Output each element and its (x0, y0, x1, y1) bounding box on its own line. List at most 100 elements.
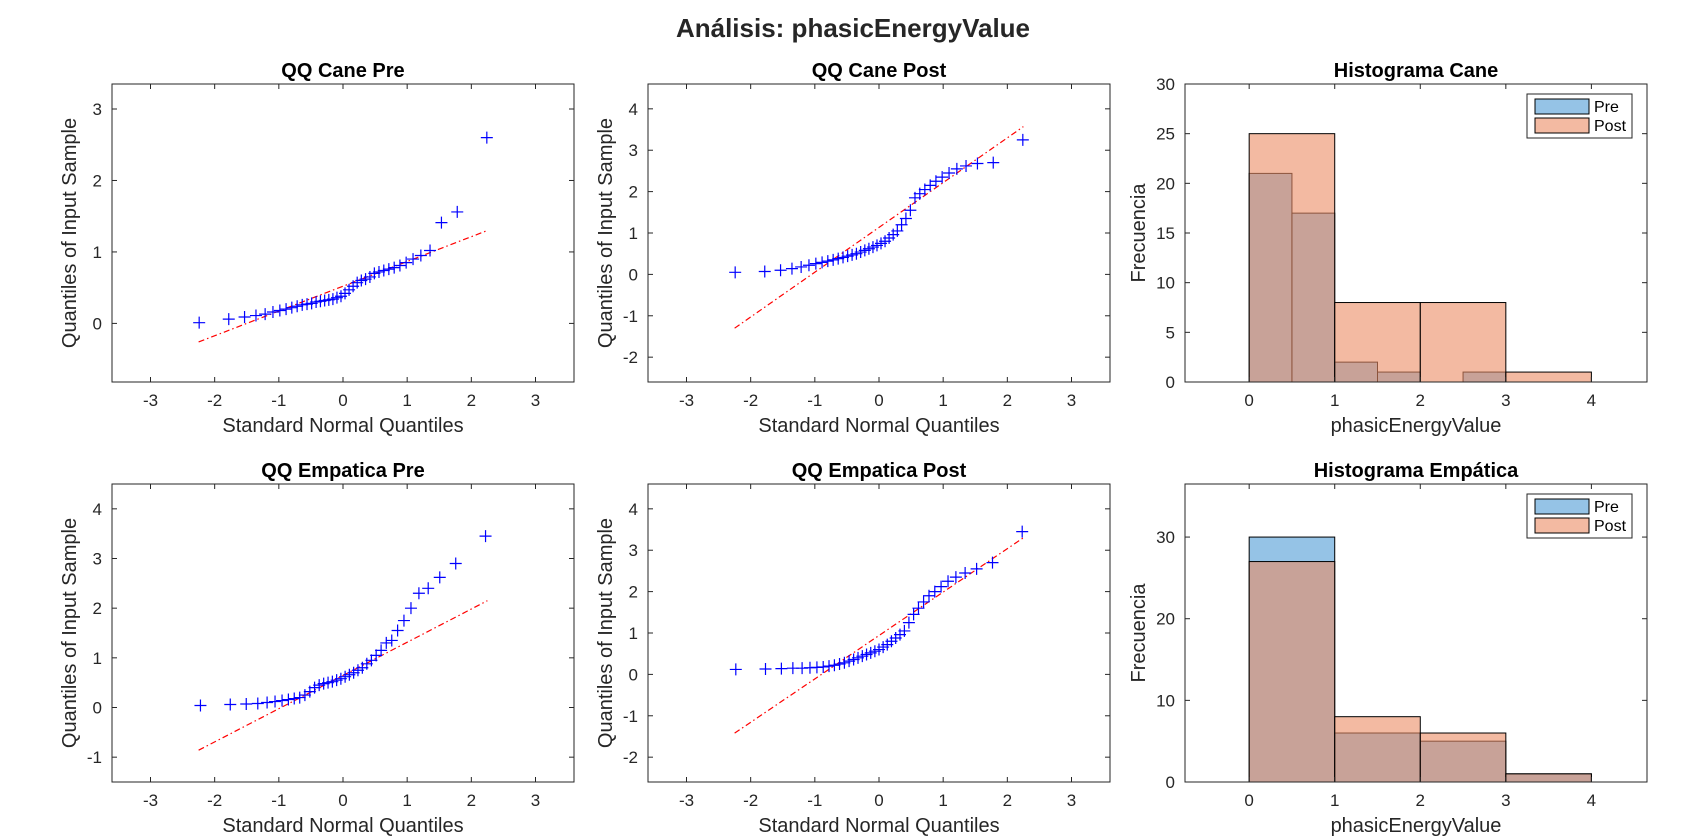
y-tick-label: 30 (1156, 528, 1175, 547)
legend: Pre Post (1526, 93, 1633, 139)
qq-point (391, 624, 404, 637)
qq-point (224, 698, 237, 711)
qq-point (775, 662, 788, 675)
y-tick-label: 2 (93, 171, 102, 190)
panel-title: QQ Cane Post (812, 60, 947, 82)
qq-point (251, 697, 264, 710)
y-tick-label: 3 (629, 141, 638, 160)
histogram-empatica-panel: Pre Post 0 1 2 3 4 0 10 20 30 Histograma Empática ph… (1128, 460, 1648, 837)
qq-point (404, 602, 417, 615)
qq-point (832, 252, 845, 265)
qq-cane-post-panel: -3 -2 -1 0 1 2 3 -2 -1 0 1 2 3 4 QQ Cane Post Standard … (595, 60, 1111, 437)
y-axis-label: Quantiles of Input Sample (59, 518, 81, 748)
y-tick-label: 3 (629, 541, 638, 560)
qq-point (960, 159, 973, 172)
qq-point (828, 659, 841, 672)
legend-label-post: Post (1594, 118, 1627, 135)
x-tick-label: 1 (1330, 391, 1339, 410)
reference-line (198, 600, 488, 751)
figure-title: Análisis: phasicEnergyValue (676, 13, 1030, 43)
x-tick-label: 0 (338, 791, 347, 810)
histogram-bar-post (1505, 773, 1592, 783)
y-tick-label: 20 (1156, 610, 1175, 629)
plot-area (648, 484, 1110, 782)
qq-point (276, 694, 289, 707)
histogram-bar-post (1248, 133, 1336, 383)
x-tick-label: 1 (938, 391, 947, 410)
qq-point (821, 255, 834, 268)
qq-point (382, 263, 395, 276)
x-tick-label: -1 (271, 791, 286, 810)
y-tick-label: 3 (93, 100, 102, 119)
qq-point (261, 696, 274, 709)
legend-swatch-post (1534, 517, 1590, 534)
qq-point (987, 156, 1000, 169)
qq-point (266, 305, 279, 318)
qq-point (479, 530, 492, 543)
qq-point (802, 259, 815, 272)
qq-point (249, 309, 262, 322)
x-axis-label: Standard Normal Quantiles (758, 415, 999, 437)
qq-point (370, 649, 383, 662)
histogram-bar-post (1334, 302, 1421, 383)
qq-point (393, 259, 406, 272)
x-tick-label: 4 (1587, 791, 1596, 810)
y-tick-label: 4 (629, 500, 638, 519)
y-tick-label: 25 (1156, 125, 1175, 144)
qq-point (959, 566, 972, 579)
y-tick-label: 3 (93, 550, 102, 569)
histogram-bar-post (1334, 716, 1421, 783)
x-tick-label: -3 (143, 791, 158, 810)
x-axis-label: phasicEnergyValue (1331, 415, 1502, 437)
qq-point (375, 644, 388, 657)
qq-point (942, 575, 955, 588)
qq-point (912, 602, 925, 615)
x-tick-label: 1 (938, 791, 947, 810)
qq-point (986, 556, 999, 569)
qq-point (412, 587, 425, 600)
qq-point (296, 298, 309, 311)
x-tick-label: 1 (402, 391, 411, 410)
qq-point (758, 265, 771, 278)
x-tick-label: -3 (679, 391, 694, 410)
x-axis-label: Standard Normal Quantiles (758, 815, 999, 837)
x-tick-label: -2 (207, 391, 222, 410)
x-tick-label: -1 (807, 791, 822, 810)
qq-point (238, 310, 251, 323)
qq-point (422, 582, 435, 595)
qq-point (400, 256, 413, 269)
qq-empatica-post-panel: -3 -2 -1 0 1 2 3 -2 -1 0 1 2 3 4 QQ Empatica Post Stand… (595, 460, 1111, 837)
qq-point (904, 204, 917, 217)
histogram-bar-post (1248, 561, 1336, 783)
qq-point (950, 162, 963, 175)
qq-point (949, 571, 962, 584)
histogram-bar-post (1419, 732, 1507, 783)
y-axis-label: Frecuencia (1128, 183, 1150, 283)
qq-empatica-pre-panel: -3 -2 -1 0 1 2 3 -1 0 1 2 3 4 QQ Empatica Pre Standard… (59, 460, 575, 837)
panel-title: Histograma Empática (1314, 460, 1519, 482)
y-tick-label: 0 (629, 265, 638, 284)
x-tick-label: 4 (1587, 391, 1596, 410)
qq-point (433, 571, 446, 584)
histogram-cane-panel: Pre Post 0 1 2 3 4 0 5 10 15 20 25 30 Histograma Cane p… (1128, 60, 1648, 437)
plot-area (112, 84, 574, 382)
qq-point (759, 663, 772, 676)
qq-point (193, 316, 206, 329)
y-axis-label: Quantiles of Input Sample (595, 118, 617, 348)
qq-point (480, 131, 493, 144)
x-tick-label: 1 (402, 791, 411, 810)
qq-point (898, 624, 911, 637)
panel-title: QQ Empatica Pre (261, 460, 424, 482)
histogram-bar-post (1505, 371, 1592, 383)
x-tick-label: -1 (807, 391, 822, 410)
y-tick-label: -1 (623, 307, 638, 326)
y-tick-label: -1 (87, 748, 102, 767)
x-axis-label: Standard Normal Quantiles (222, 415, 463, 437)
y-tick-label: -2 (623, 348, 638, 367)
y-tick-label: 30 (1156, 75, 1175, 94)
x-tick-label: 2 (467, 391, 476, 410)
qq-point (285, 301, 298, 314)
qq-point (240, 698, 253, 711)
x-tick-label: -2 (743, 391, 758, 410)
